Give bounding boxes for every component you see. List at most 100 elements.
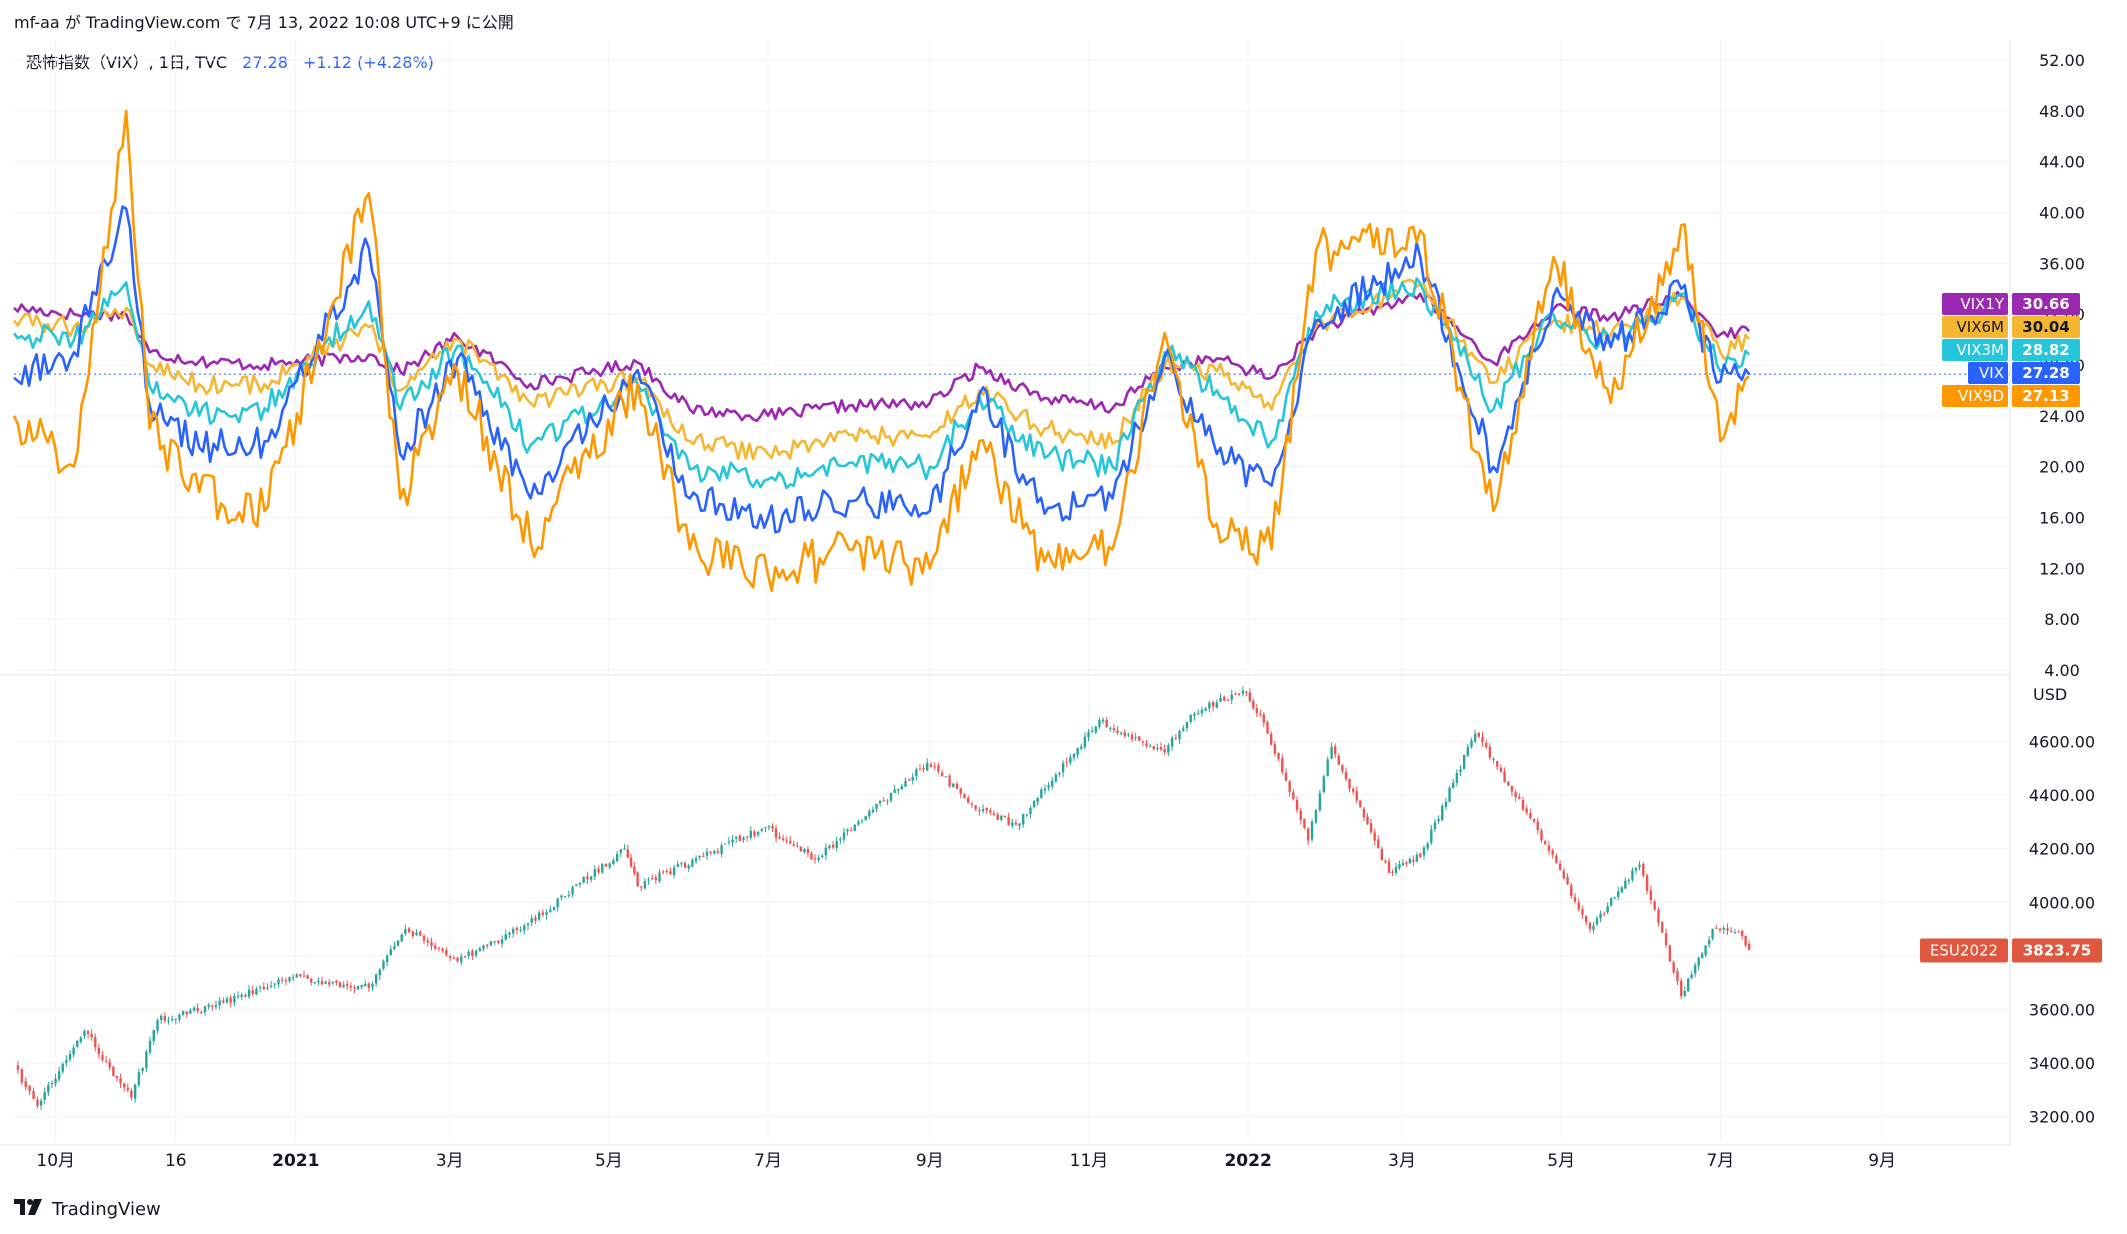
candle-body[interactable] bbox=[1007, 817, 1010, 826]
candle-body[interactable] bbox=[1462, 754, 1466, 769]
candle-body[interactable] bbox=[360, 984, 363, 988]
candle-body[interactable] bbox=[1631, 870, 1634, 880]
candle-body[interactable] bbox=[952, 783, 955, 788]
candle-body[interactable] bbox=[511, 928, 515, 934]
candle-body[interactable] bbox=[1277, 752, 1280, 760]
candle-body[interactable] bbox=[1230, 694, 1233, 700]
candle-body[interactable] bbox=[1196, 713, 1200, 715]
candle-body[interactable] bbox=[665, 871, 669, 873]
candle-body[interactable] bbox=[364, 984, 367, 987]
candle-body[interactable] bbox=[471, 950, 474, 956]
candle-body[interactable] bbox=[806, 849, 810, 854]
candle-body[interactable] bbox=[1284, 772, 1288, 781]
candle-body[interactable] bbox=[1322, 776, 1325, 793]
candle-body[interactable] bbox=[255, 988, 258, 995]
candle-body[interactable] bbox=[1018, 823, 1021, 826]
candle-body[interactable] bbox=[842, 832, 846, 840]
candle-body[interactable] bbox=[1032, 801, 1036, 808]
candle-body[interactable] bbox=[1592, 925, 1595, 930]
candle-body[interactable] bbox=[1573, 896, 1577, 902]
candle-body[interactable] bbox=[1562, 870, 1566, 879]
candle-body[interactable] bbox=[1470, 740, 1473, 748]
candle-body[interactable] bbox=[868, 811, 871, 817]
candle-body[interactable] bbox=[196, 1008, 199, 1012]
candle-body[interactable] bbox=[1700, 953, 1704, 959]
series-line-vix9d[interactable] bbox=[12, 109, 1750, 593]
candle-body[interactable] bbox=[1624, 880, 1627, 889]
candle-body[interactable] bbox=[137, 1072, 141, 1085]
candle-body[interactable] bbox=[422, 935, 426, 941]
candle-body[interactable] bbox=[200, 1012, 203, 1014]
candle-body[interactable] bbox=[61, 1063, 64, 1072]
candle-body[interactable] bbox=[1314, 810, 1318, 823]
candle-body[interactable] bbox=[1109, 727, 1112, 729]
candle-body[interactable] bbox=[277, 979, 280, 984]
candle-body[interactable] bbox=[735, 837, 738, 839]
candle-body[interactable] bbox=[1412, 859, 1415, 862]
candle-body[interactable] bbox=[306, 975, 309, 979]
candle-body[interactable] bbox=[1141, 741, 1145, 743]
candle-body[interactable] bbox=[922, 768, 925, 770]
candle-body[interactable] bbox=[229, 997, 232, 1003]
candle-body[interactable] bbox=[1496, 760, 1499, 767]
candle-body[interactable] bbox=[393, 946, 396, 949]
candle-body[interactable] bbox=[251, 990, 254, 995]
candle-body[interactable] bbox=[104, 1060, 108, 1062]
candle-body[interactable] bbox=[284, 980, 288, 982]
candle-body[interactable] bbox=[152, 1030, 155, 1041]
candle-body[interactable] bbox=[1540, 830, 1543, 841]
candle-body[interactable] bbox=[170, 1018, 174, 1020]
candle-body[interactable] bbox=[970, 803, 974, 805]
candle-body[interactable] bbox=[167, 1020, 170, 1022]
candle-body[interactable] bbox=[349, 985, 353, 988]
candle-body[interactable] bbox=[1252, 700, 1255, 709]
candle-body[interactable] bbox=[1330, 746, 1333, 759]
candle-body[interactable] bbox=[810, 853, 813, 860]
candle-body[interactable] bbox=[1204, 708, 1207, 711]
candle-body[interactable] bbox=[1481, 736, 1484, 743]
candle-body[interactable] bbox=[857, 821, 860, 825]
candle-body[interactable] bbox=[72, 1047, 75, 1055]
candle-body[interactable] bbox=[1518, 796, 1521, 799]
candle-body[interactable] bbox=[396, 940, 400, 946]
candle-body[interactable] bbox=[749, 830, 753, 838]
candle-body[interactable] bbox=[705, 851, 709, 856]
candle-body[interactable] bbox=[79, 1037, 83, 1042]
candle-body[interactable] bbox=[753, 831, 756, 836]
candle-body[interactable] bbox=[313, 982, 316, 984]
candle-body[interactable] bbox=[792, 844, 795, 847]
candle-body[interactable] bbox=[974, 805, 977, 810]
candle-body[interactable] bbox=[115, 1075, 119, 1078]
candle-body[interactable] bbox=[1288, 781, 1291, 792]
candle-body[interactable] bbox=[882, 800, 885, 802]
candle-body[interactable] bbox=[992, 813, 996, 815]
candle-body[interactable] bbox=[1072, 753, 1076, 758]
candle-body[interactable] bbox=[720, 845, 723, 854]
candle-body[interactable] bbox=[889, 792, 893, 801]
candle-body[interactable] bbox=[1617, 891, 1620, 897]
candle-body[interactable] bbox=[1744, 935, 1747, 946]
candle-body[interactable] bbox=[448, 956, 452, 959]
candle-body[interactable] bbox=[437, 947, 441, 949]
candle-body[interactable] bbox=[875, 804, 878, 809]
candle-body[interactable] bbox=[1237, 693, 1241, 695]
candle-body[interactable] bbox=[1119, 733, 1123, 735]
candle-body[interactable] bbox=[1262, 714, 1265, 723]
candle-body[interactable] bbox=[1127, 734, 1130, 736]
candle-body[interactable] bbox=[1359, 800, 1362, 808]
candle-body[interactable] bbox=[36, 1099, 39, 1106]
candle-body[interactable] bbox=[907, 779, 911, 781]
candle-body[interactable] bbox=[1638, 864, 1641, 868]
candle-body[interactable] bbox=[400, 934, 403, 942]
candle-body[interactable] bbox=[1653, 901, 1656, 910]
candle-body[interactable] bbox=[148, 1040, 152, 1053]
candle-body[interactable] bbox=[560, 895, 563, 898]
candle-body[interactable] bbox=[28, 1085, 31, 1092]
candle-body[interactable] bbox=[860, 820, 864, 822]
candle-body[interactable] bbox=[534, 917, 537, 921]
candle-body[interactable] bbox=[839, 839, 842, 841]
candle-body[interactable] bbox=[1182, 728, 1185, 731]
candle-body[interactable] bbox=[871, 809, 875, 813]
candle-body[interactable] bbox=[1355, 791, 1358, 801]
candle-body[interactable] bbox=[731, 839, 734, 843]
